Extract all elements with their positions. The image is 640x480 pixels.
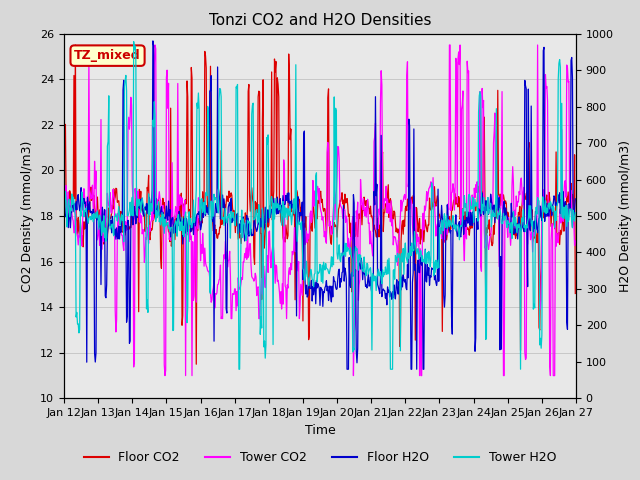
Line: Floor H2O: Floor H2O: [64, 41, 575, 369]
Legend: Floor CO2, Tower CO2, Floor H2O, Tower H2O: Floor CO2, Tower CO2, Floor H2O, Tower H…: [79, 446, 561, 469]
Title: Tonzi CO2 and H2O Densities: Tonzi CO2 and H2O Densities: [209, 13, 431, 28]
Y-axis label: H2O Density (mmol/m3): H2O Density (mmol/m3): [620, 140, 632, 292]
Text: TZ_mixed: TZ_mixed: [74, 49, 141, 62]
Line: Tower CO2: Tower CO2: [64, 45, 575, 375]
Line: Tower H2O: Tower H2O: [64, 42, 575, 369]
Line: Floor CO2: Floor CO2: [64, 45, 575, 364]
X-axis label: Time: Time: [305, 424, 335, 437]
Y-axis label: CO2 Density (mmol/m3): CO2 Density (mmol/m3): [22, 140, 35, 292]
